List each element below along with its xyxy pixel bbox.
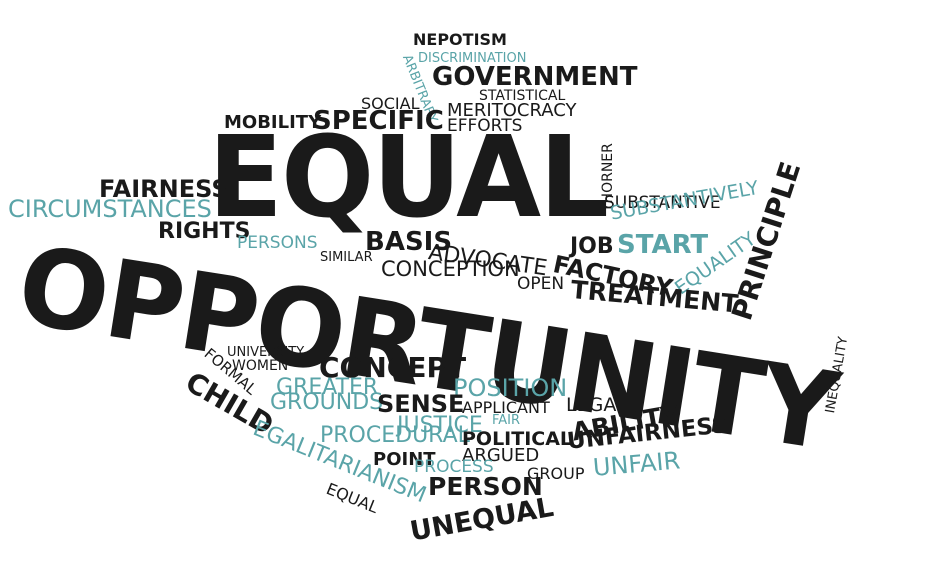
word-grounds: GROUNDS (270, 390, 384, 415)
word-social: SOCIAL (361, 94, 420, 113)
word-point: POINT (373, 449, 436, 470)
word-person: PERSON (428, 472, 543, 501)
word-rights: RIGHTS (158, 219, 251, 244)
word-government: GOVERNMENT (432, 62, 638, 92)
word-unequal: UNEQUAL (407, 491, 556, 548)
word-conception: CONCEPTION (381, 257, 520, 281)
word-specific: SPECIFIC (313, 106, 444, 136)
word-basis: BASIS (365, 227, 453, 257)
word-discrimination: DISCRIMINATION (418, 51, 527, 66)
word-fair: FAIR (492, 413, 521, 428)
word-mobility: MOBILITY (224, 112, 322, 133)
word-substantively: SUBSTANTIVELY (608, 176, 761, 225)
word-legal: LEGAL (566, 394, 627, 416)
word-persons: PERSONS (237, 233, 318, 253)
word-substantive: SUBSTANTIVE (604, 193, 721, 213)
word-job: JOB (570, 234, 614, 259)
word-nepotism: NEPOTISM (413, 30, 507, 49)
word-position: POSITION (453, 374, 568, 402)
word-group: GROUP (527, 464, 585, 483)
word-applicant: APPLICANT (462, 398, 550, 417)
word-women: WOMEN (232, 358, 289, 374)
word-circumstances: CIRCUMSTANCES (8, 195, 212, 223)
word-efforts: EFFORTS (447, 116, 523, 136)
word-concept: CONCEPT (319, 351, 467, 384)
word-unfair: UNFAIR (591, 446, 682, 482)
word-fairness: FAIRNESS (99, 175, 229, 203)
word-open: OPEN (517, 274, 565, 294)
word-start: START (617, 230, 709, 260)
word-argued: ARGUED (462, 445, 540, 466)
word-greater: GREATER (276, 375, 379, 400)
word-justice: JUSTICE (397, 413, 483, 438)
word-process: PROCESS (414, 457, 494, 477)
word-equal: EQUAL (208, 113, 609, 243)
word-procedural: PROCEDURAL (320, 423, 470, 448)
word-university: UNIVERSITY (227, 345, 305, 360)
word-sense: SENSE (377, 390, 465, 418)
word-political: POLITICAL (462, 428, 573, 450)
word-meritocracy: MERITOCRACY (447, 100, 577, 121)
word-treatment: TREATMENT (569, 275, 740, 319)
word-statistical: STATISTICAL (479, 88, 566, 104)
word-similar: SIMILAR (320, 250, 373, 265)
